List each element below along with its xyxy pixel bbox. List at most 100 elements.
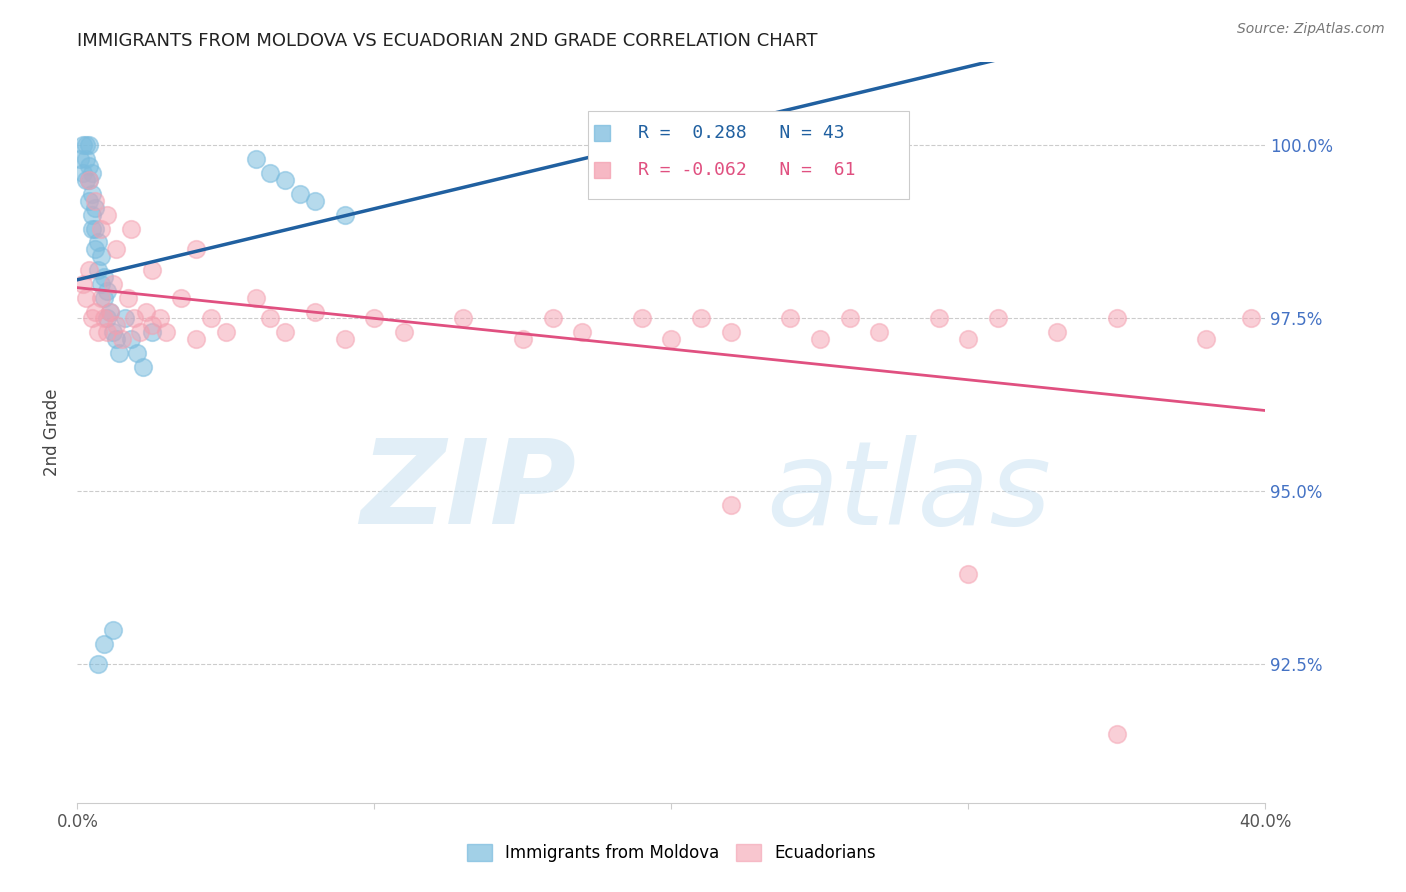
Point — [108, 346, 131, 360]
Point — [259, 311, 281, 326]
Text: R =  0.288   N = 43: R = 0.288 N = 43 — [638, 124, 845, 142]
Point — [1195, 332, 1218, 346]
Point — [141, 263, 163, 277]
Point — [453, 311, 475, 326]
Point — [82, 166, 104, 180]
Point — [101, 326, 124, 340]
Point — [838, 311, 860, 326]
FancyBboxPatch shape — [588, 111, 910, 200]
Point — [77, 173, 100, 187]
Point — [75, 138, 97, 153]
Point — [135, 304, 157, 318]
Point — [96, 311, 118, 326]
Point — [333, 208, 356, 222]
Point — [98, 304, 121, 318]
Point — [630, 311, 652, 326]
Point — [186, 332, 208, 346]
Point — [93, 269, 115, 284]
Point — [90, 277, 112, 291]
Text: atlas: atlas — [766, 434, 1052, 549]
Point — [186, 242, 208, 256]
Point — [957, 567, 980, 582]
Point — [114, 311, 136, 326]
Point — [75, 173, 97, 187]
Point — [104, 242, 127, 256]
Point — [1105, 726, 1128, 740]
Point — [77, 138, 100, 153]
Point — [541, 311, 564, 326]
Text: R = -0.062   N =  61: R = -0.062 N = 61 — [638, 161, 856, 178]
Point — [96, 326, 118, 340]
Point — [928, 311, 950, 326]
Point — [72, 166, 94, 180]
Point — [333, 332, 356, 346]
Point — [87, 326, 110, 340]
Point — [1239, 311, 1261, 326]
Point — [128, 326, 150, 340]
Point — [571, 326, 593, 340]
Point — [245, 291, 267, 305]
Point — [77, 159, 100, 173]
Point — [96, 208, 118, 222]
Point — [512, 332, 534, 346]
Point — [155, 326, 177, 340]
Text: IMMIGRANTS FROM MOLDOVA VS ECUADORIAN 2ND GRADE CORRELATION CHART: IMMIGRANTS FROM MOLDOVA VS ECUADORIAN 2N… — [77, 32, 818, 50]
Text: ZIP: ZIP — [360, 434, 576, 549]
Point — [120, 221, 142, 235]
Point — [304, 194, 326, 208]
Point — [104, 318, 127, 333]
Point — [245, 153, 267, 167]
Point — [90, 291, 112, 305]
Point — [77, 263, 100, 277]
Point — [868, 326, 890, 340]
Point — [131, 359, 153, 374]
Y-axis label: 2nd Grade: 2nd Grade — [44, 389, 62, 476]
Point — [82, 186, 104, 201]
Point — [93, 291, 115, 305]
Point — [690, 311, 713, 326]
Point — [987, 311, 1010, 326]
Point — [84, 304, 107, 318]
Point — [90, 221, 112, 235]
Point — [274, 173, 297, 187]
Point — [304, 304, 326, 318]
Point — [779, 311, 801, 326]
Point — [808, 332, 831, 346]
Point — [141, 318, 163, 333]
Point — [82, 208, 104, 222]
Point — [125, 346, 148, 360]
Point — [90, 249, 112, 263]
Point — [104, 332, 127, 346]
Point — [259, 166, 281, 180]
Point — [84, 201, 107, 215]
Point — [84, 221, 107, 235]
Point — [82, 311, 104, 326]
Point — [72, 138, 94, 153]
Point — [84, 194, 107, 208]
Point — [72, 277, 94, 291]
Point — [84, 242, 107, 256]
Point — [93, 637, 115, 651]
Point — [720, 326, 742, 340]
Point — [1046, 326, 1069, 340]
Point — [87, 657, 110, 672]
Legend: Immigrants from Moldova, Ecuadorians: Immigrants from Moldova, Ecuadorians — [460, 837, 883, 869]
Point — [117, 291, 139, 305]
Point — [77, 173, 100, 187]
Point — [215, 326, 238, 340]
Point — [720, 498, 742, 512]
Point — [87, 263, 110, 277]
Point — [96, 284, 118, 298]
Point — [392, 326, 415, 340]
Point — [363, 311, 385, 326]
Point — [120, 332, 142, 346]
Point — [69, 153, 91, 167]
Point — [957, 332, 980, 346]
Point — [98, 304, 121, 318]
Point — [661, 332, 683, 346]
Point — [87, 235, 110, 250]
Point — [101, 277, 124, 291]
Point — [141, 326, 163, 340]
Point — [77, 194, 100, 208]
Point — [93, 311, 115, 326]
